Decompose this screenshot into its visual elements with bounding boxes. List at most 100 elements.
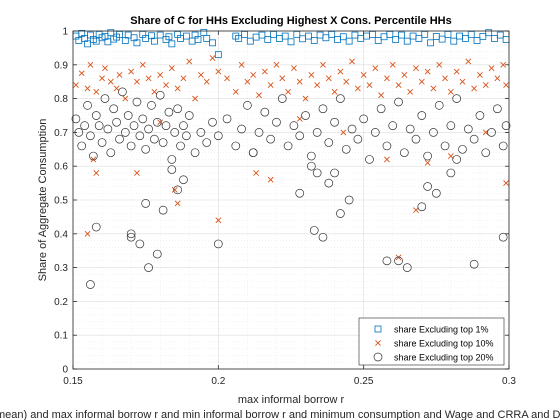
axis-ticks: 0.15 0.2 0.25 0.3 0 0.1 0.2 0.3 0.4 0.5 0.6 0.7 0.8 0… [54,27,516,388]
data-point-square [203,35,211,42]
data-point-circle [498,232,508,242]
x-tick-label: 0.3 [502,376,516,387]
data-point-circle [173,185,182,195]
data-point-x [389,61,396,68]
data-point-x [285,88,292,95]
data-point-x-stroke-b [366,82,373,88]
data-point-x-stroke-b [384,156,390,163]
data-point-circle [150,134,159,144]
data-point-x-stroke-b [413,65,419,72]
y-tick-label: 0.3 [54,263,68,274]
data-point-x-stroke-b [320,61,326,68]
data-point-x [453,68,460,75]
data-point-square [156,31,164,39]
data-point-x [87,61,94,68]
data-point-circle [336,94,345,103]
data-point-circle [318,232,328,242]
data-point-x-stroke-b [395,254,402,261]
data-point-x [488,65,495,72]
data-point-x [436,61,443,68]
data-point-circle [138,114,148,124]
data-point-x-stroke-b [134,170,140,176]
data-point-x-stroke-b [285,88,292,95]
data-point-x [145,75,152,82]
data-point-x [503,82,510,88]
data-point-circle [312,128,322,137]
data-point-circle [213,131,223,141]
data-point-x-stroke-b [308,72,315,78]
data-point-x-stroke-b [78,70,85,77]
data-point-square [214,51,222,59]
data-point-x-stroke-b [488,65,495,72]
data-point-x-stroke-b [157,119,164,126]
data-point-circle [330,117,339,127]
data-point-square [403,37,411,45]
data-point-circle [132,97,142,107]
data-point-x-stroke-b [107,78,114,85]
data-point-circle [115,134,124,144]
data-point-circle [501,121,511,130]
data-point-circle [475,111,485,120]
y-tick-label: 0 [62,365,68,376]
data-point-circle [446,121,456,130]
data-point-x-stroke-b [503,82,510,88]
data-point-x [72,82,79,88]
data-point-x-stroke-b [84,85,91,92]
data-point-x-stroke-b [354,85,361,92]
data-point-circle [388,121,398,130]
y-tick-label: 0.4 [54,229,68,240]
data-point-x-stroke-b [395,82,402,88]
data-point-x [139,61,146,68]
data-point-x-stroke-b [447,153,454,159]
data-point-x [128,68,135,75]
y-tick-label: 0.8 [54,94,68,105]
data-point-x [157,72,164,78]
legend-marker-square [374,325,382,333]
data-point-circle [463,124,473,134]
data-point-x [482,82,489,88]
data-point-square [461,35,469,42]
data-point-circle [161,121,171,130]
data-point-circle [118,87,127,97]
data-point-square [398,31,405,39]
data-point-x-stroke-b [384,75,390,82]
data-point-square [165,33,173,41]
data-point-x-stroke-b [407,88,414,95]
data-point-circle [306,161,316,171]
data-point-square [264,36,272,43]
data-point-circle [208,117,217,127]
data-point-circle [266,134,276,144]
legend-entry-label: share Excluding top 20% [394,353,494,363]
data-point-square [479,33,487,40]
data-point-circle [141,144,151,154]
data-point-x-stroke-b [372,65,379,72]
data-point-x [186,58,193,65]
data-point-x [134,170,140,176]
data-point-x [401,72,408,78]
data-point-circle [301,111,310,120]
data-point-circle [260,107,270,117]
data-point-circle [97,138,107,147]
data-point-x-stroke-b [151,88,158,95]
data-point-x [395,82,402,88]
data-point-x-stroke-b [139,61,146,68]
data-point-x [372,65,379,72]
data-point-circle [324,178,334,188]
data-point-x-stroke-b [244,78,251,85]
data-point-x [134,78,140,85]
data-point-x-stroke-b [72,82,79,88]
data-point-x-stroke-b [418,78,425,85]
series-3 [71,87,511,289]
data-point-square [168,40,176,48]
data-point-square [339,33,347,41]
data-point-circle [306,151,316,161]
data-point-circle [417,202,427,212]
data-point-x-stroke-b [459,78,466,85]
data-point-x-stroke-b [102,65,108,72]
data-point-square [246,37,254,45]
data-point-x [349,58,355,65]
data-point-circle [295,131,305,141]
data-point-circle [487,128,496,137]
data-point-x-stroke-b [453,68,460,75]
data-point-x [442,75,448,82]
